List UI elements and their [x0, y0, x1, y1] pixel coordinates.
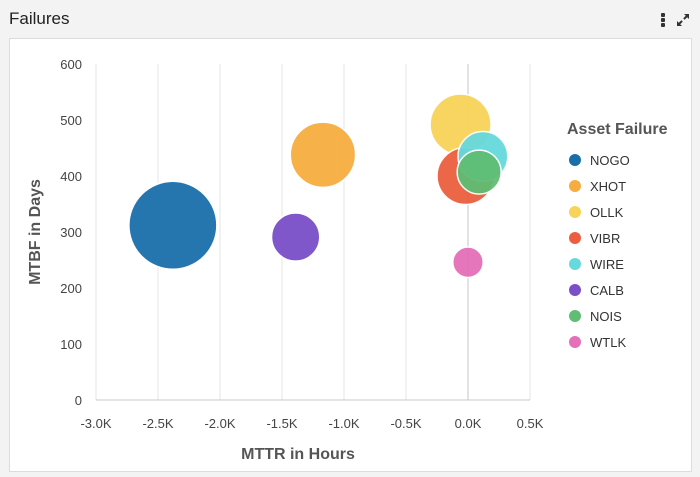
legend-swatch-nogo — [569, 154, 581, 166]
legend-swatch-calb — [569, 284, 581, 296]
y-axis-title: MTBF in Days — [27, 179, 44, 285]
x-tick-label: -0.5K — [390, 416, 421, 431]
bubble-calb[interactable] — [270, 212, 321, 262]
bubble-xhot[interactable] — [289, 121, 357, 189]
legend-swatch-wire — [569, 258, 581, 270]
legend-label-vibr[interactable]: VIBR — [590, 231, 620, 246]
x-tick-label: -3.0K — [80, 416, 111, 431]
x-axis-title: MTTR in Hours — [241, 446, 355, 463]
panel-title: Failures — [9, 9, 70, 28]
legend-label-ollk[interactable]: OLLK — [590, 205, 624, 220]
legend-label-wire[interactable]: WIRE — [590, 257, 624, 272]
bubble-chart: 0 100 200 300 400 500 600 -3.0K -2.5K -2.0K -1.5K… — [27, 57, 668, 463]
legend-swatch-vibr — [569, 232, 581, 244]
bubble-nois[interactable] — [456, 149, 502, 195]
expand-icon[interactable] — [676, 13, 690, 27]
x-tick-label: -1.5K — [266, 416, 297, 431]
legend: Asset Failure NOGO XHOT OLLK VIBR WIRE CALB NO… — [567, 121, 668, 350]
y-axis-ticks: 0 100 200 300 400 500 600 — [60, 57, 82, 408]
legend-label-wtlk[interactable]: WTLK — [590, 335, 626, 350]
bubbles — [128, 93, 509, 279]
y-tick-label: 400 — [60, 169, 82, 184]
y-tick-label: 600 — [60, 57, 82, 72]
legend-title: Asset Failure — [567, 121, 668, 138]
x-tick-label: -1.0K — [328, 416, 359, 431]
y-tick-label: 500 — [60, 113, 82, 128]
x-tick-label: 0.0K — [455, 416, 482, 431]
more-options-icon[interactable] — [660, 13, 666, 27]
legend-label-calb[interactable]: CALB — [590, 283, 624, 298]
panel-header: Failures — [0, 0, 700, 38]
bubble-nogo[interactable] — [128, 180, 218, 271]
chart-panel: 0 100 200 300 400 500 600 -3.0K -2.5K -2.0K -1.5K… — [9, 38, 692, 472]
x-axis-ticks: -3.0K -2.5K -2.0K -1.5K -1.0K -0.5K 0.0K 0.5K — [80, 416, 543, 431]
legend-swatch-ollk — [569, 206, 581, 218]
legend-label-nogo[interactable]: NOGO — [590, 153, 630, 168]
bubble-wtlk[interactable] — [452, 246, 484, 279]
y-tick-label: 100 — [60, 337, 82, 352]
panel-actions — [660, 13, 690, 27]
legend-swatch-wtlk — [569, 336, 581, 348]
x-tick-label: -2.0K — [204, 416, 235, 431]
legend-label-nois[interactable]: NOIS — [590, 309, 622, 324]
legend-swatch-nois — [569, 310, 581, 322]
x-tick-label: -2.5K — [142, 416, 173, 431]
legend-swatch-xhot — [569, 180, 581, 192]
y-tick-label: 0 — [75, 393, 82, 408]
legend-label-xhot[interactable]: XHOT — [590, 179, 626, 194]
y-tick-label: 300 — [60, 225, 82, 240]
x-tick-label: 0.5K — [517, 416, 544, 431]
y-tick-label: 200 — [60, 281, 82, 296]
